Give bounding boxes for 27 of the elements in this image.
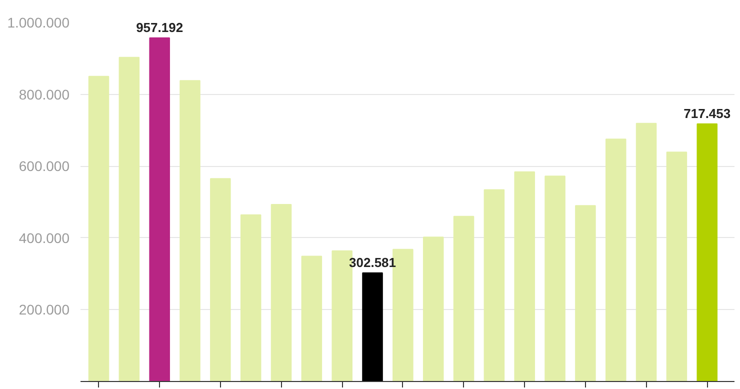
bar	[210, 178, 231, 382]
data-label: 957.192	[136, 20, 184, 35]
y-tick-label: 400.000	[18, 230, 70, 246]
y-tick-label: 600.000	[18, 158, 70, 174]
bar	[666, 152, 688, 382]
y-tick-label: 200.000	[18, 302, 70, 318]
bar	[484, 189, 505, 382]
y-tick-label: 1.000.000	[7, 14, 70, 30]
bar	[270, 204, 292, 382]
bar	[514, 171, 535, 382]
bar	[301, 256, 322, 382]
data-label: 302.581	[349, 254, 396, 270]
bar	[605, 138, 626, 382]
bar	[453, 216, 474, 382]
bar	[149, 37, 170, 382]
bar	[422, 236, 444, 382]
bar	[696, 123, 718, 382]
y-tick-label: 800.000	[18, 86, 70, 102]
bar	[118, 56, 140, 382]
bar	[544, 176, 566, 382]
bar	[575, 205, 596, 382]
bar	[240, 214, 262, 382]
bar	[636, 122, 657, 382]
bar	[180, 80, 200, 382]
bar	[88, 76, 110, 382]
bar	[362, 272, 383, 382]
data-label: 717.453	[684, 106, 731, 121]
